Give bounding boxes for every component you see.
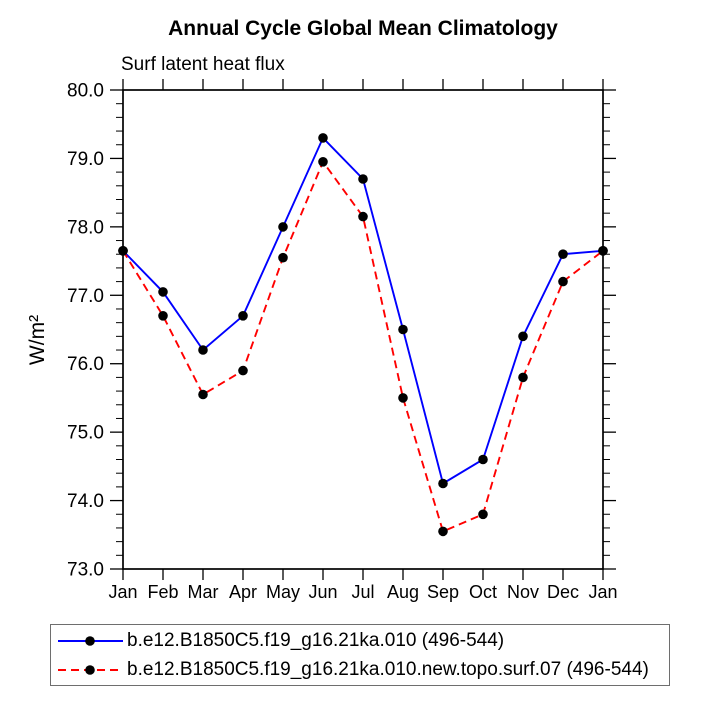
legend-sample-marker	[85, 635, 95, 646]
data-point-marker	[278, 252, 288, 263]
data-point-marker	[438, 478, 448, 489]
data-point-marker	[158, 311, 168, 321]
x-tick-label: Nov	[507, 582, 539, 602]
legend-item-series-0: b.e12.B1850C5.f19_g16.21ka.010 (496-544)	[57, 627, 669, 654]
chart-title: Annual Cycle Global Mean Climatology	[168, 17, 558, 40]
data-point-marker	[238, 311, 248, 321]
data-point-marker	[158, 287, 168, 297]
y-tick-label: 77.0	[67, 286, 104, 307]
data-point-marker	[358, 174, 368, 184]
data-point-marker	[478, 509, 488, 520]
data-point-marker	[198, 389, 208, 400]
x-tick-label: Mar	[188, 582, 219, 602]
x-tick-label: Jun	[308, 582, 337, 602]
data-point-marker	[398, 324, 408, 335]
data-point-marker	[318, 133, 328, 143]
x-tick-label: Dec	[547, 582, 579, 602]
data-point-marker	[598, 246, 608, 256]
y-tick-label: 80.0	[67, 81, 104, 102]
y-tick-label: 73.0	[67, 560, 104, 581]
data-point-marker	[358, 211, 368, 222]
x-tick-label: May	[266, 582, 300, 602]
x-tick-label: Apr	[229, 582, 257, 602]
data-point-marker	[558, 276, 568, 287]
data-point-marker	[278, 222, 288, 232]
x-tick-label: Feb	[147, 582, 178, 602]
y-tick-label: 76.0	[67, 354, 104, 375]
data-point-marker	[398, 393, 408, 403]
legend-label: b.e12.B1850C5.f19_g16.21ka.010.new.topo.…	[127, 658, 649, 680]
data-point-marker	[478, 454, 488, 465]
x-tick-label: Jul	[351, 582, 374, 602]
chart-subtitle: Surf latent heat flux	[121, 54, 285, 75]
x-tick-label: Jan	[588, 582, 617, 602]
legend: b.e12.B1850C5.f19_g16.21ka.010 (496-544)…	[50, 624, 670, 686]
y-tick-label: 74.0	[67, 491, 104, 512]
y-tick-label: 79.0	[67, 149, 104, 170]
x-tick-label: Sep	[427, 582, 459, 602]
plot-frame	[122, 89, 604, 570]
x-tick-label: Aug	[387, 582, 419, 602]
data-point-marker	[118, 246, 128, 256]
data-point-marker	[518, 331, 528, 342]
legend-line-sample-icon	[58, 635, 123, 646]
data-point-marker	[318, 157, 328, 167]
data-point-marker	[518, 372, 528, 383]
data-point-marker	[438, 526, 448, 537]
legend-item-series-1: b.e12.B1850C5.f19_g16.21ka.010.new.topo.…	[57, 656, 669, 683]
data-point-marker	[558, 249, 568, 259]
y-tick-label: 78.0	[67, 217, 104, 238]
legend-line-sample-icon	[58, 664, 123, 675]
x-tick-label: Oct	[469, 582, 497, 602]
x-tick-label: Jan	[108, 582, 137, 602]
legend-sample-marker	[85, 664, 95, 675]
y-tick-label: 75.0	[67, 423, 104, 444]
series-line-0	[122, 136, 604, 485]
legend-label: b.e12.B1850C5.f19_g16.21ka.010 (496-544)	[127, 629, 505, 651]
data-point-marker	[238, 365, 248, 376]
data-point-marker	[198, 345, 208, 355]
